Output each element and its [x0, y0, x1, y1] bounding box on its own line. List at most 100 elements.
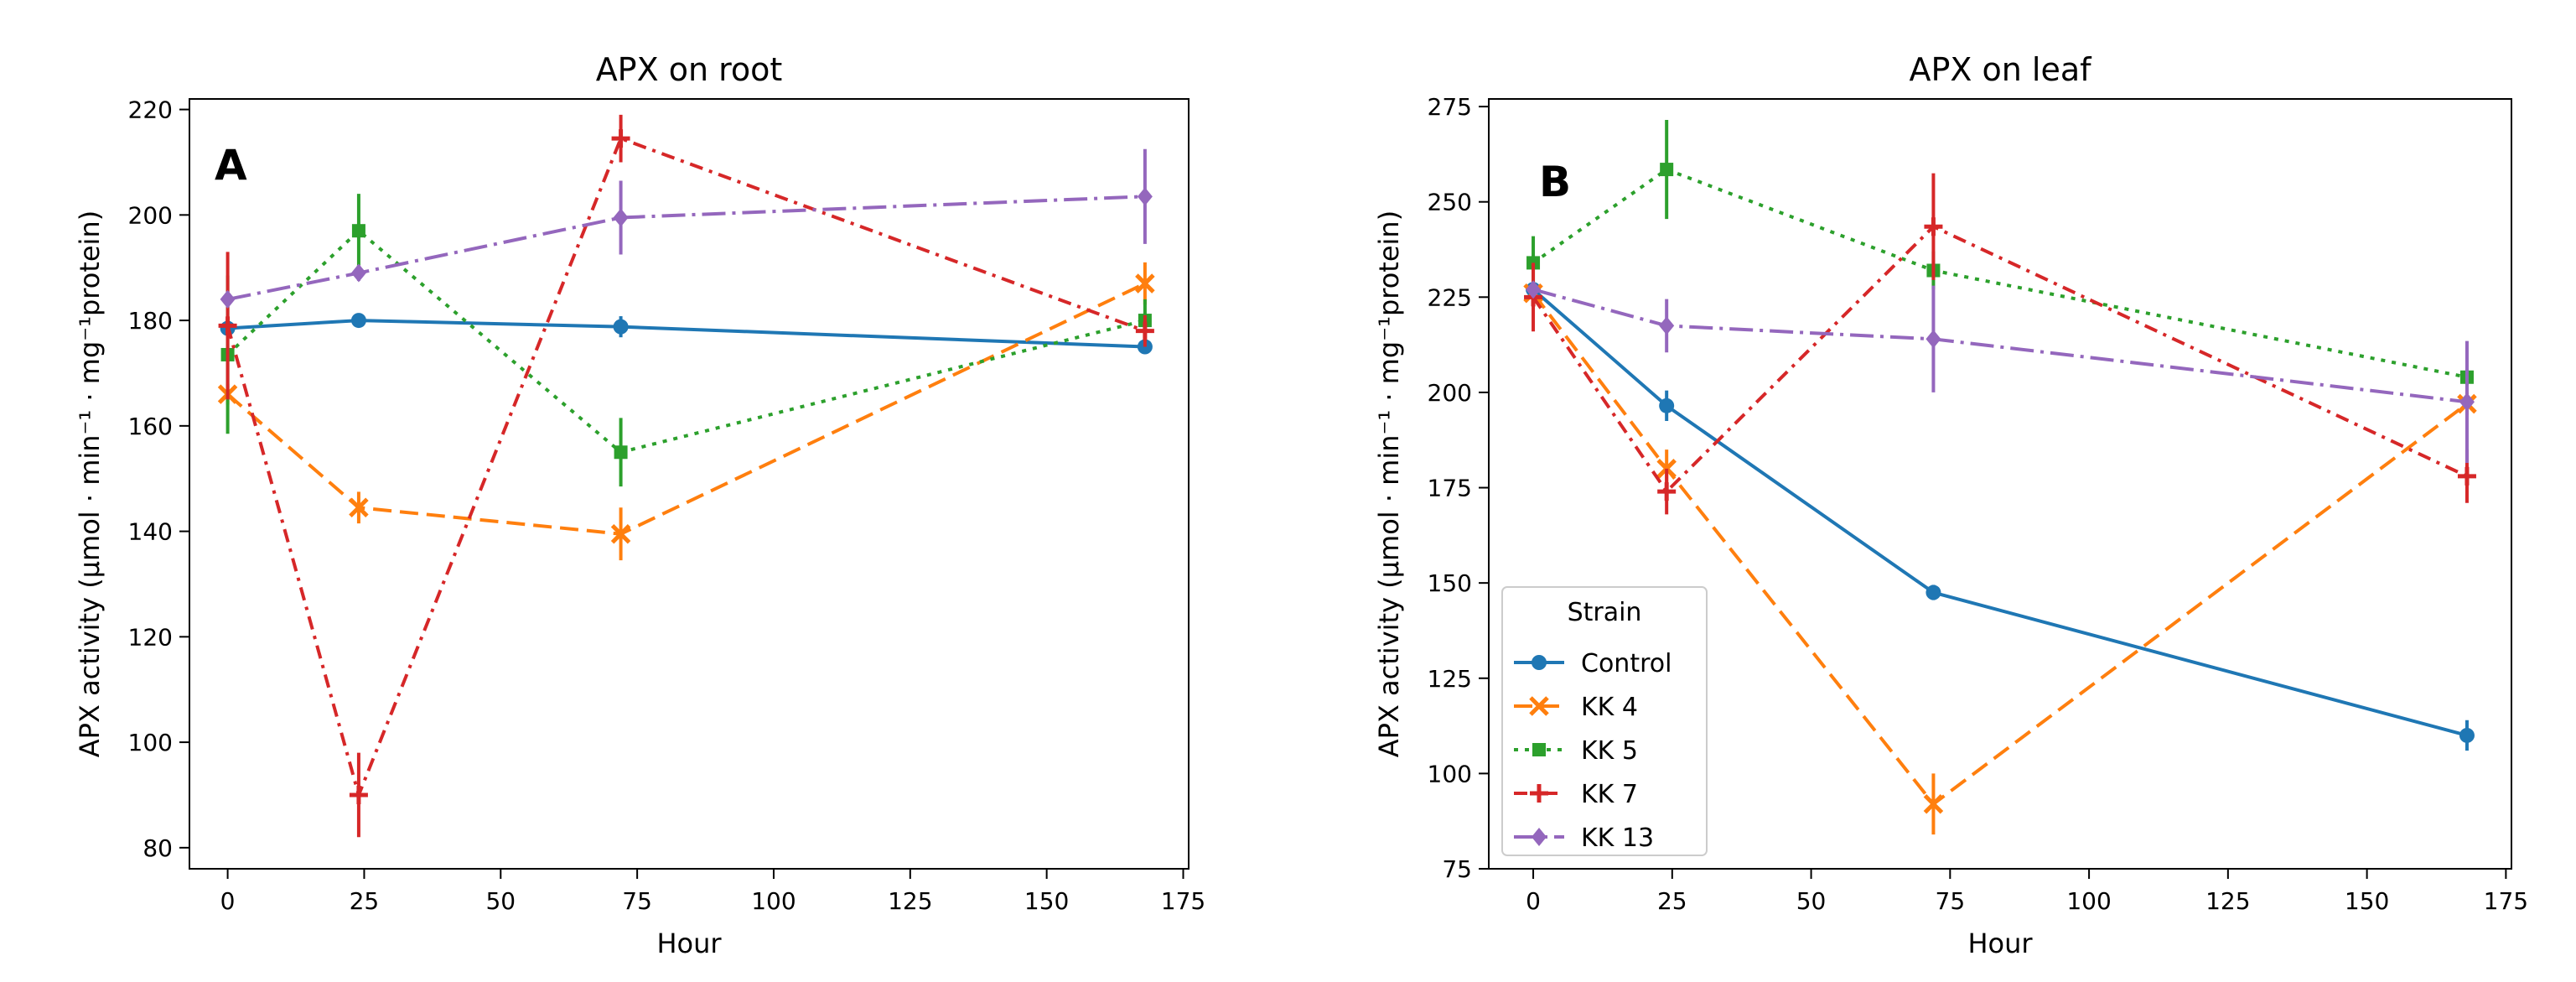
y-tick-label: 180	[128, 307, 173, 335]
y-tick-label: 225	[1428, 283, 1472, 311]
legend-entry-kk-7: KK 7	[1514, 780, 1638, 809]
series-line	[1532, 225, 2468, 494]
data-point	[350, 313, 366, 329]
y-tick-label: 150	[1428, 569, 1472, 597]
series-kk-7	[218, 114, 1154, 838]
data-point	[1135, 273, 1155, 294]
data-point	[2457, 466, 2476, 486]
series-kk-4	[217, 262, 1155, 561]
legend-label: KK 13	[1581, 824, 1654, 853]
panel-letter: A	[215, 141, 247, 190]
series-kk-13	[1526, 280, 2475, 464]
data-point	[218, 316, 237, 335]
series-line	[1532, 292, 2469, 806]
data-point	[613, 208, 629, 227]
series-line	[225, 137, 1146, 797]
series-line	[226, 229, 1146, 455]
data-point	[1135, 321, 1154, 340]
data-point	[1926, 585, 1941, 600]
x-tick-label: 25	[1657, 887, 1687, 915]
legend-label: KK 5	[1581, 736, 1638, 766]
y-tick-label: 200	[1428, 379, 1472, 407]
x-tick-label: 100	[751, 887, 796, 915]
data-point	[349, 497, 369, 518]
series-line	[1532, 168, 2468, 379]
y-tick-label: 175	[1428, 475, 1472, 502]
chart-panel-a: APX on root 0 25 50 75 100 125 150 175 80 100 120 14…	[74, 51, 1205, 959]
x-tick-label: 0	[220, 887, 236, 915]
series-line	[1532, 288, 2468, 404]
x-tick-label: 100	[2066, 887, 2111, 915]
y-tick-label: 100	[1428, 760, 1472, 787]
data-point	[614, 445, 628, 460]
panel-letter: B	[1539, 158, 1571, 206]
y-tick-label: 250	[1428, 189, 1472, 216]
legend-entry-kk-4: KK 4	[1514, 693, 1638, 722]
x-tick-label: 175	[1161, 887, 1205, 915]
legend-entry-kk-13: KK 13	[1514, 824, 1654, 853]
data-point	[1924, 217, 1943, 236]
y-tick-label: 140	[128, 518, 173, 546]
data-point	[1926, 330, 1941, 349]
data-point	[351, 224, 365, 238]
x-tick-label: 75	[622, 887, 652, 915]
series-line	[227, 195, 1145, 301]
y-axis-label: APX activity (μmol · min⁻¹ · mg⁻¹protein…	[74, 210, 106, 757]
legend-label: KK 4	[1581, 693, 1638, 722]
data-point	[2459, 727, 2475, 743]
data-point	[1137, 187, 1153, 206]
x-tick-label: 150	[2345, 887, 2389, 915]
y-tick-label: 80	[143, 834, 173, 862]
data-point	[1923, 793, 1944, 814]
legend-entry-control: Control	[1514, 649, 1672, 678]
x-tick-label: 50	[1796, 887, 1827, 915]
legend-entry-kk-5: KK 5	[1514, 736, 1638, 766]
data-point	[350, 263, 366, 283]
x-axis-label: Hour	[656, 927, 722, 959]
x-axis-label: Hour	[1967, 927, 2033, 959]
plot-frame	[1488, 98, 2512, 870]
x-tick-label: 25	[350, 887, 380, 915]
data-point	[610, 523, 631, 544]
data-point	[1659, 316, 1675, 335]
x-tick-label: 50	[485, 887, 516, 915]
x-tick-label: 125	[2205, 887, 2250, 915]
series-kk-13	[220, 148, 1153, 309]
data-point	[2459, 392, 2475, 412]
legend-box	[1501, 586, 1708, 856]
chart-panel-b: APX on leaf 0 25 50 75 100 125 150 175 75 100 125 15…	[1373, 51, 2528, 959]
data-point	[349, 785, 368, 804]
y-tick-label: 220	[128, 96, 173, 124]
y-tick-label: 200	[128, 201, 173, 229]
series-line	[1532, 288, 2468, 737]
legend-marker	[1529, 696, 1549, 716]
series-line	[227, 319, 1145, 349]
legend-label: Control	[1581, 649, 1672, 678]
legend: Strain Control KK 4 KK 5 KK 7 KK 13	[1501, 586, 1708, 856]
legend-label: KK 7	[1581, 780, 1638, 809]
legend-marker	[1532, 655, 1547, 670]
y-tick-label: 275	[1428, 93, 1472, 121]
y-tick-label: 160	[128, 413, 173, 440]
plot-frame	[189, 98, 1190, 870]
legend-marker	[1530, 784, 1548, 803]
x-tick-label: 0	[1526, 887, 1541, 915]
data-point	[1659, 397, 1675, 413]
chart-title: APX on leaf	[1909, 51, 2092, 88]
y-tick-label: 100	[128, 729, 173, 756]
y-axis-label: APX activity (μmol · min⁻¹ · mg⁻¹protein…	[1373, 210, 1405, 757]
chart-title: APX on root	[596, 51, 783, 88]
x-tick-label: 125	[888, 887, 932, 915]
y-tick-label: 125	[1428, 665, 1472, 693]
legend-marker	[1532, 743, 1546, 756]
x-tick-label: 150	[1024, 887, 1069, 915]
series-line	[226, 282, 1146, 536]
data-point	[1657, 482, 1677, 501]
data-point	[613, 319, 629, 335]
data-point	[1660, 163, 1674, 177]
x-tick-label: 175	[2484, 887, 2528, 915]
legend-title: Strain	[1568, 598, 1642, 627]
data-point	[611, 129, 630, 148]
